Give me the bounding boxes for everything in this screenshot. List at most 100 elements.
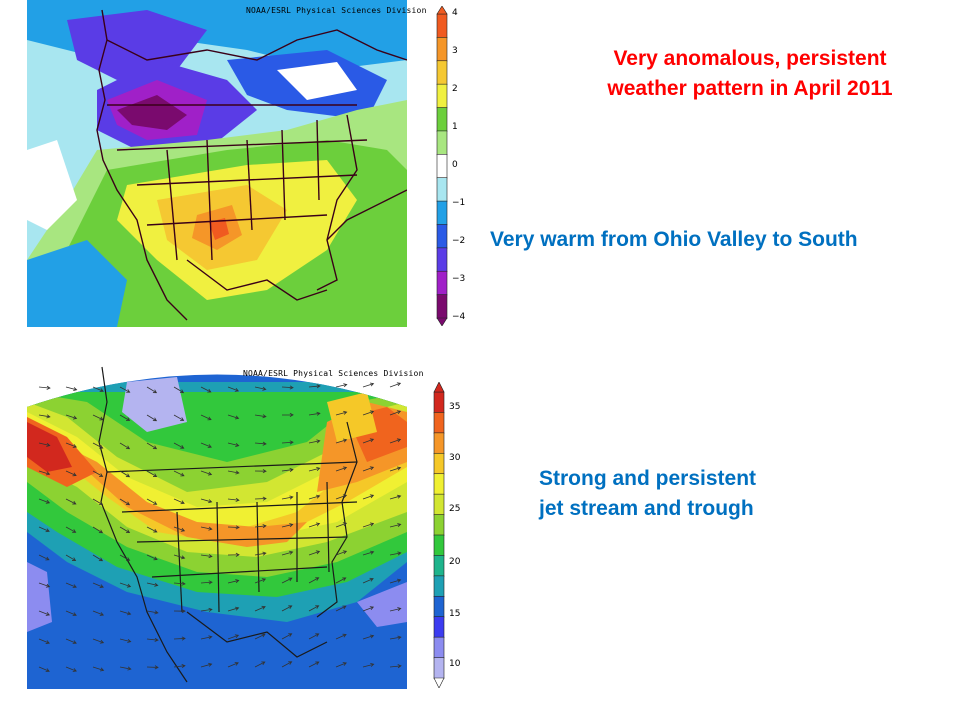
wind-colorbar-graphic [433, 381, 445, 689]
wind-tick-label: 30 [449, 453, 461, 463]
wind-vector-arrow [389, 607, 402, 612]
wind-vector-arrow [65, 582, 77, 588]
wind-vector-arrow [335, 410, 348, 416]
wind-vector-arrow [65, 386, 78, 392]
anomaly-tick-label: 3 [452, 46, 458, 56]
wind-vector-arrow [119, 638, 132, 643]
wind-vector-arrow [92, 442, 104, 449]
wind-vector-arrow [173, 414, 185, 421]
anomaly-map-graphic [27, 0, 407, 327]
top-map-credit: NOAA/ESRL Physical Sciences Division [246, 6, 427, 15]
wind-color-block [433, 473, 445, 495]
wind-vector-arrow [200, 442, 212, 448]
wind-vector-arrow [119, 610, 132, 616]
wind-vector-arrow [254, 441, 267, 446]
wind-vector-arrow [335, 550, 348, 556]
wind-vector-arrow [146, 386, 158, 394]
wind-vector-arrow [119, 414, 131, 421]
anomaly-color-block [436, 270, 448, 296]
wind-vector-arrow [227, 470, 240, 475]
wind-vector-arrow [335, 494, 348, 500]
wind-color-block [433, 534, 445, 557]
wind-vector-arrow [281, 605, 293, 612]
wind-vector-arrow [65, 666, 77, 672]
anomaly-color-block [436, 154, 448, 179]
wind-vector-arrow [227, 442, 240, 447]
wind-vector-arrow [65, 526, 77, 533]
wind-vector-arrow [38, 610, 51, 616]
jet-stream-map [27, 362, 407, 689]
wind-color-block [433, 636, 445, 659]
anomaly-colorbar-bottom-tip [436, 317, 448, 327]
wind-vector-arrow [119, 442, 131, 450]
wind-vector-arrow [308, 384, 321, 389]
wind-color-block [433, 555, 445, 577]
wind-vector-arrow [227, 606, 240, 612]
wind-color-block [433, 412, 445, 434]
wind-vector-arrow [146, 637, 159, 642]
wind-vector-arrow [65, 414, 78, 420]
wind-vector-arrow [254, 633, 266, 640]
wind-vector-arrow [308, 661, 320, 668]
wind-vector-arrow [362, 662, 375, 668]
anomaly-color-block [436, 200, 448, 226]
wind-vector-arrow [146, 442, 158, 450]
wind-vector-arrow [146, 554, 158, 561]
wind-vector-arrow [38, 666, 50, 673]
wind-vector-arrow [308, 633, 320, 640]
wind-vector-arrow [119, 498, 131, 506]
wind-vector-arrow [227, 497, 240, 502]
wind-vector-arrow [38, 442, 51, 447]
wind-color-block [433, 391, 445, 414]
anomaly-color-block [436, 130, 448, 156]
wind-vector-arrow [173, 581, 186, 586]
wind-vector-arrow [119, 526, 131, 534]
wind-vector-arrow [227, 525, 240, 530]
wind-vector-arrow [362, 522, 375, 528]
anomaly-tick-label: −1 [452, 198, 466, 208]
wind-vector-arrow [281, 633, 293, 640]
wind-vector-arrow [92, 498, 104, 506]
wind-vector-arrow [281, 495, 294, 500]
wind-vector-arrow [254, 524, 267, 529]
wind-vector-arrow [362, 550, 375, 556]
anomaly-color-block [436, 83, 448, 109]
anomaly-tick-label: −4 [452, 312, 466, 322]
wind-vector-arrow [335, 438, 348, 444]
anomaly-tick-label: 2 [452, 84, 458, 94]
wind-vector-arrow [335, 577, 347, 584]
wind-vector-arrow [200, 580, 213, 585]
wind-vector-arrow [38, 498, 51, 504]
wind-vector-arrow [227, 552, 240, 557]
wind-vector-arrow [146, 526, 158, 533]
anomaly-tick-label: 4 [452, 8, 458, 18]
wind-vector-arrow [146, 498, 158, 505]
wind-vector-arrow [281, 661, 293, 668]
wind-vector-arrow [281, 440, 294, 445]
wind-vector-arrow [254, 551, 267, 556]
wind-vector-arrow [335, 662, 347, 668]
wind-vector-arrow [389, 494, 402, 500]
wind-vector-arrow [227, 579, 240, 584]
wind-vector-arrow [335, 466, 348, 472]
anomaly-color-block [436, 13, 448, 39]
anomaly-colorbar [436, 5, 448, 327]
wind-vector-arrow [389, 578, 402, 584]
anomaly-color-block [436, 60, 448, 85]
wind-vector-arrow [362, 577, 374, 584]
wind-vector-arrow [389, 410, 402, 416]
wind-vector-arrow [362, 634, 375, 640]
wind-vector-arrow [227, 386, 240, 392]
wind-vector-arrow [65, 638, 77, 645]
wind-vector-arrow [308, 577, 320, 584]
wind-vector-arrow [173, 554, 186, 560]
wind-vector-arrow [362, 606, 375, 612]
wind-vector-arrow [92, 386, 104, 393]
wind-vector-arrow [65, 470, 77, 477]
wind-vector-arrow [38, 554, 50, 561]
anomaly-color-block [436, 294, 448, 319]
anomaly-colorbar-top-tip [436, 5, 448, 15]
wind-vector-arrow [308, 494, 321, 500]
wind-vector-arrow [65, 442, 78, 448]
wind-vector-arrow [308, 522, 321, 528]
